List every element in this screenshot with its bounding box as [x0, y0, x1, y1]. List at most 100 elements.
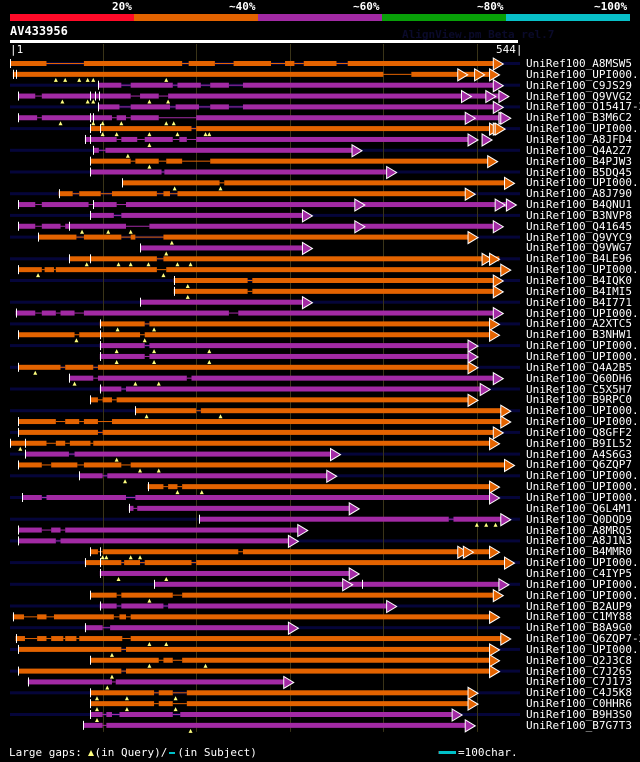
hit-label[interactable]: UniRef100_B8A9G0	[526, 621, 632, 635]
hit-label[interactable]: UniRef100_C7J265	[526, 664, 632, 678]
hit-label[interactable]: UniRef100_UPI000..	[526, 577, 640, 591]
hit-label[interactable]: UniRef100_B2AUP9	[526, 599, 632, 613]
hit-label[interactable]: UniRef100_C4IYP5	[526, 566, 632, 580]
hit-label[interactable]: UniRef100_Q4A2Z7	[526, 143, 632, 157]
hit-label[interactable]: UniRef100_Q8GFF2	[526, 425, 632, 439]
hit-segment	[122, 180, 220, 186]
hit-label[interactable]: UniRef100_B4PJW3	[526, 154, 632, 168]
hit-label[interactable]: UniRef100_B4IMI5	[526, 284, 632, 298]
hit-label[interactable]: UniRef100_Q9VYC9	[526, 230, 632, 244]
hit-label[interactable]: UniRef100_Q9VVG2	[526, 89, 632, 103]
hit-segment	[97, 375, 187, 381]
query-gap-marker	[138, 555, 143, 560]
hit-label[interactable]: UniRef100_Q0DQD9	[526, 512, 632, 526]
hit-label[interactable]: UniRef100_A4S6G3	[526, 447, 632, 461]
hit-start-marker	[18, 362, 19, 372]
hit-label[interactable]: UniRef100_Q6L4M1	[526, 501, 632, 515]
hit-label[interactable]: UniRef100_UPI000..	[526, 588, 640, 602]
hit-label[interactable]: UniRef100_B4I771	[526, 295, 632, 309]
hit-label[interactable]: UniRef100_Q4A2B5	[526, 360, 632, 374]
hit-label[interactable]: UniRef100_UPI000..	[526, 349, 640, 363]
hit-label[interactable]: UniRef100_UPI000..	[526, 404, 640, 418]
hit-label[interactable]: UniRef100_B9RPC0	[526, 393, 632, 407]
hit-label[interactable]: UniRef100_Q41645	[526, 219, 632, 233]
hit-label[interactable]: UniRef100_Q6ZQP7	[526, 458, 632, 472]
hit-connector	[116, 605, 122, 607]
hit-connector	[72, 193, 80, 195]
hit-label[interactable]: UniRef100_C0HHR6	[526, 697, 632, 711]
hit-segment	[347, 61, 500, 66]
hit-segment	[79, 191, 101, 197]
hit-label[interactable]: UniRef100_B4QNU1	[526, 198, 632, 212]
hit-label[interactable]: UniRef100_UPI000..	[526, 339, 640, 353]
hit-end-arrow	[467, 350, 480, 364]
hit-segment	[51, 636, 64, 642]
hit-segment	[166, 158, 183, 164]
legend-subject-gap: (in Subject)	[177, 746, 257, 759]
hit-connector	[172, 714, 181, 715]
hit-label[interactable]: UniRef100_UPI000..	[526, 263, 640, 277]
hit-end-arrow	[464, 718, 477, 733]
hit-label[interactable]: UniRef100_A8J790	[526, 187, 632, 201]
hit-label[interactable]: UniRef100_B3NHW1	[526, 328, 632, 342]
hit-connector	[196, 410, 201, 412]
hit-label[interactable]: UniRef100_B3M6C2	[526, 111, 632, 125]
hit-label[interactable]: UniRef100_UPI000..	[526, 122, 640, 136]
hit-segment	[158, 690, 173, 696]
query-gap-marker	[105, 685, 110, 690]
hit-label[interactable]: UniRef100_A8MSW5	[526, 57, 632, 70]
hit-label[interactable]: UniRef100_B3NVP8	[526, 208, 632, 222]
hit-segment	[90, 126, 192, 132]
hit-segment	[149, 353, 475, 359]
hit-segment	[90, 549, 98, 555]
hit-label[interactable]: UniRef100_B4MMR0	[526, 545, 632, 559]
hit-segment	[93, 147, 99, 153]
hit-label[interactable]: UniRef100_B9IL52	[526, 436, 632, 450]
hit-segment	[115, 679, 290, 685]
scale-legend-text: =100char.	[458, 746, 518, 759]
hit-label[interactable]: UniRef100_C5X5H7	[526, 382, 632, 396]
hit-label[interactable]: UniRef100_UPI000..	[526, 67, 640, 81]
hit-connector	[186, 138, 197, 140]
hit-label[interactable]: UniRef100_Q2J3C8	[526, 653, 632, 667]
hit-label[interactable]: UniRef100_UPI000..	[526, 480, 640, 494]
hit-segment	[130, 104, 170, 110]
hit-start-marker	[135, 406, 136, 416]
hit-label[interactable]: UniRef100_Q6ZQP7-2	[526, 632, 640, 646]
hit-label[interactable]: UniRef100_Q9VWG7	[526, 241, 632, 255]
hit-label[interactable]: UniRef100_A8JFD4	[526, 132, 632, 146]
query-gap-marker	[100, 121, 105, 126]
hit-end-arrow	[485, 89, 497, 104]
hit-label[interactable]: UniRef100_C9JS29	[526, 78, 632, 92]
hit-label[interactable]: UniRef100_O15417-2	[526, 100, 640, 114]
hit-label[interactable]: UniRef100_Q60DH6	[526, 371, 632, 385]
hit-label[interactable]: UniRef100_UPI000..	[526, 469, 640, 483]
hit-label[interactable]: UniRef100_UPI000..	[526, 306, 640, 320]
hit-label[interactable]: UniRef100_UPI000..	[526, 415, 640, 429]
hit-end-arrow	[460, 89, 473, 104]
hit-connector	[163, 605, 169, 607]
hit-label[interactable]: UniRef100_UPI000..	[526, 176, 640, 190]
hit-label[interactable]: UniRef100_UPI000..	[526, 491, 640, 504]
hit-end-arrow	[479, 382, 492, 397]
hit-label[interactable]: UniRef100_UPI000..	[526, 556, 640, 570]
query-gap-marker	[60, 99, 65, 104]
hit-label[interactable]: UniRef100_C4J5K8	[526, 686, 632, 700]
query-gap-marker	[218, 414, 223, 419]
hit-segment	[128, 505, 134, 511]
hit-label[interactable]: UniRef100_A2XTC5	[526, 317, 632, 331]
hit-label[interactable]: UniRef100_B4IQK0	[526, 274, 632, 287]
hit-label[interactable]: UniRef100_C7J173	[526, 675, 632, 689]
hit-label[interactable]: UniRef100_B5DQ45	[526, 165, 632, 179]
hit-connector	[294, 63, 304, 64]
hit-label[interactable]: UniRef100_UPI000..	[526, 642, 640, 656]
hit-label[interactable]: UniRef100_C1MY88	[526, 610, 632, 624]
hit-connector	[238, 551, 243, 553]
hit-end-arrow	[492, 371, 505, 386]
hit-label[interactable]: UniRef100_B9H3S0	[526, 708, 632, 721]
hit-label[interactable]: UniRef100_B4LE96	[526, 252, 632, 266]
hit-label[interactable]: UniRef100_A8MRQ5	[526, 523, 632, 537]
hit-label[interactable]: UniRef100_B7G7T3	[526, 718, 632, 732]
hit-segment	[44, 267, 54, 273]
hit-label[interactable]: UniRef100_A8J1N3	[526, 534, 632, 548]
